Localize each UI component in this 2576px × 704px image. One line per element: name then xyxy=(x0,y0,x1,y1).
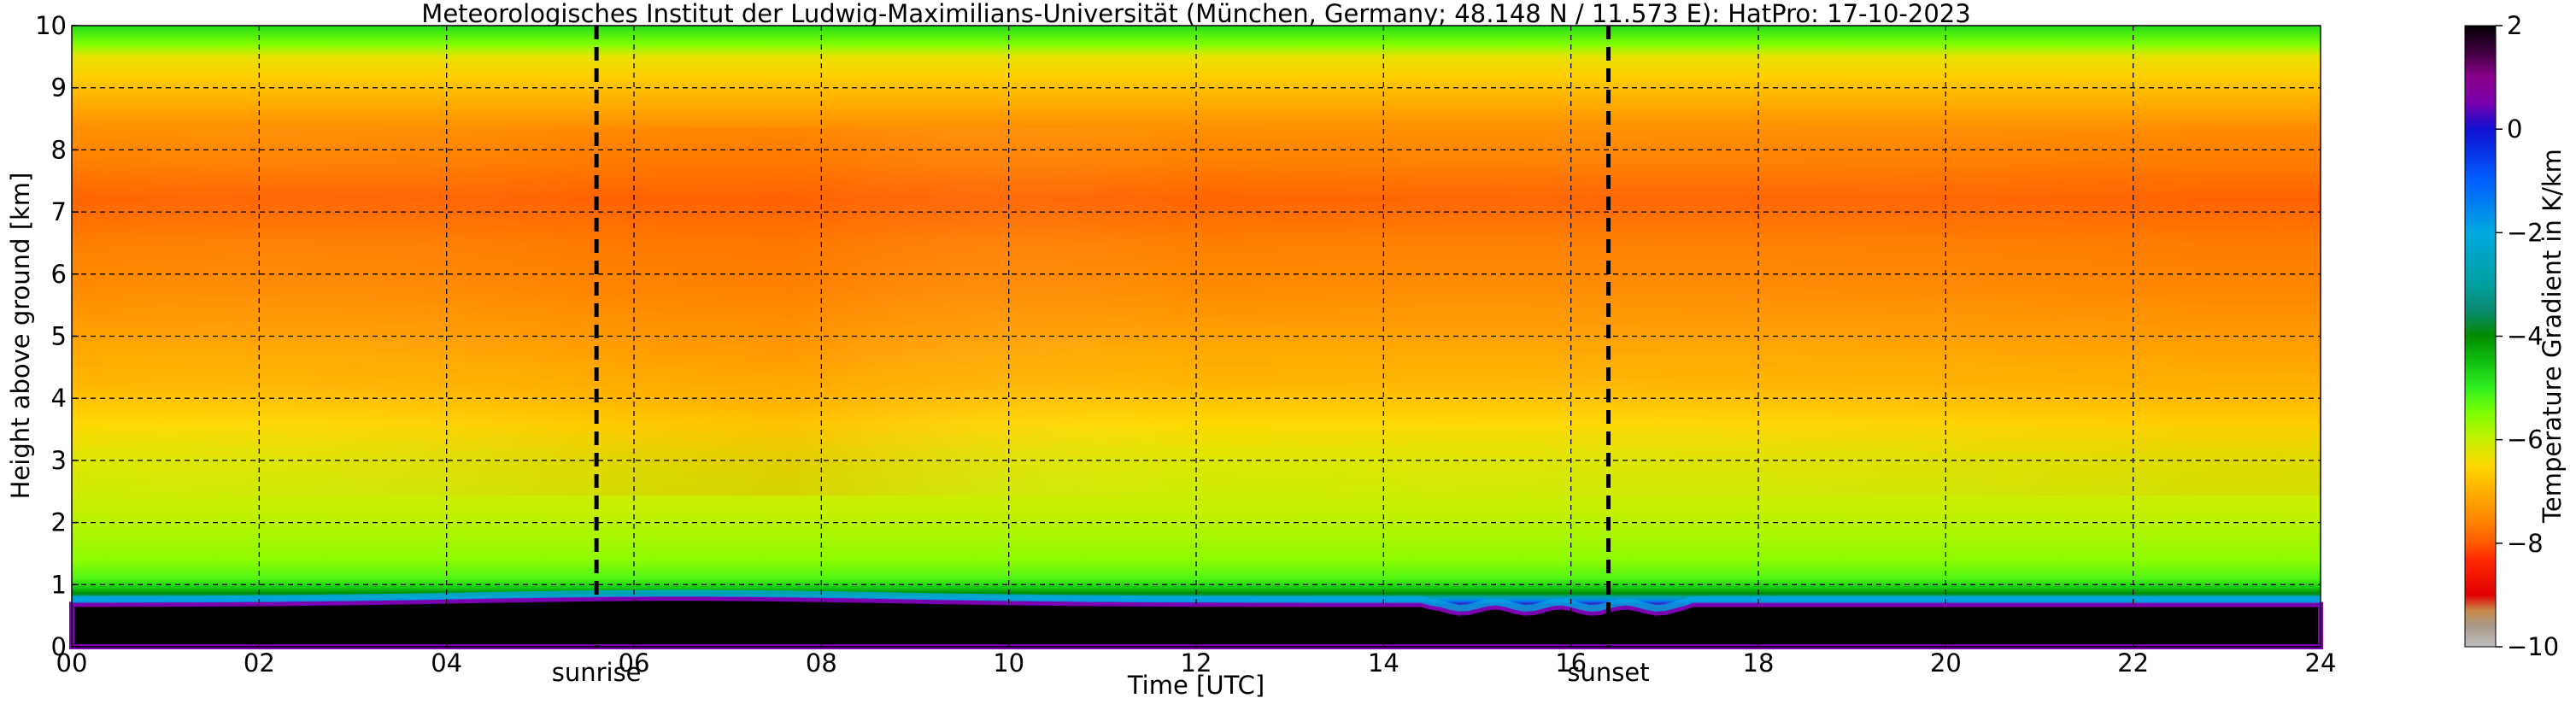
colorbar-tick-label-2: −2 xyxy=(2507,218,2544,247)
y-tick-label-10: 10 xyxy=(35,11,67,40)
colorbar-label: Temperature Gradient in K/km xyxy=(2538,149,2567,524)
colorbar-tick-label-0: 2 xyxy=(2507,11,2522,40)
y-axis-ticks: 0 1 2 3 4 5 6 7 8 9 10 xyxy=(35,11,79,661)
colorbar-tick-label-3: −4 xyxy=(2507,322,2544,351)
colorbar-ticks: 2 0 −2 −4 −6 −8 −10 xyxy=(2496,11,2559,661)
x-tick-label-10: 20 xyxy=(1930,648,1962,678)
colorbar-tick-label-1: 0 xyxy=(2507,114,2522,144)
colorbar-tick-label-6: −10 xyxy=(2507,632,2559,661)
colorbar-strip xyxy=(2464,25,2497,648)
x-tick-label-2: 04 xyxy=(431,648,462,678)
y-tick-label-8: 8 xyxy=(51,135,67,164)
grid-lines xyxy=(72,26,2321,647)
sunset-label: sunset xyxy=(1567,658,1649,687)
colorbar-tick-label-4: −6 xyxy=(2507,425,2544,455)
event-lines xyxy=(594,26,1611,647)
x-tick-label-11: 22 xyxy=(2117,648,2149,678)
y-tick-label-3: 3 xyxy=(51,446,67,475)
x-tick-label-5: 10 xyxy=(993,648,1024,678)
y-tick-label-7: 7 xyxy=(51,197,67,226)
x-tick-label-6: 12 xyxy=(1181,648,1212,678)
y-tick-label-1: 1 xyxy=(51,570,67,599)
y-tick-label-0: 0 xyxy=(51,632,67,661)
x-tick-label-8: 16 xyxy=(1555,648,1587,678)
sunrise-label: sunrise xyxy=(552,658,642,687)
x-axis-ticks: 00 02 04 06 08 10 12 14 16 18 20 22 24 xyxy=(56,640,2337,678)
y-tick-label-5: 5 xyxy=(51,322,67,351)
x-axis-label: Time [UTC] xyxy=(1127,671,1265,700)
x-tick-label-0: 00 xyxy=(56,648,88,678)
colorbar: 2 0 −2 −4 −6 −8 −10 Temperature Gradient in K/… xyxy=(2464,11,2567,661)
x-tick-label-1: 02 xyxy=(244,648,275,678)
x-tick-label-4: 08 xyxy=(806,648,837,678)
x-tick-label-3: 06 xyxy=(619,648,650,678)
y-tick-label-6: 6 xyxy=(51,260,67,289)
plot-area xyxy=(69,25,2323,649)
chart-title: Meteorologisches Institut der Ludwig-Max… xyxy=(421,0,1970,28)
y-axis-label: Height above ground [km] xyxy=(6,173,35,500)
x-tick-label-12: 24 xyxy=(2305,648,2337,678)
x-tick-label-9: 18 xyxy=(1743,648,1775,678)
colorbar-tick-label-5: −8 xyxy=(2507,529,2544,558)
x-tick-label-7: 14 xyxy=(1368,648,1399,678)
y-tick-label-2: 2 xyxy=(51,508,67,537)
y-tick-label-4: 4 xyxy=(51,384,67,413)
y-tick-label-9: 9 xyxy=(51,73,67,103)
